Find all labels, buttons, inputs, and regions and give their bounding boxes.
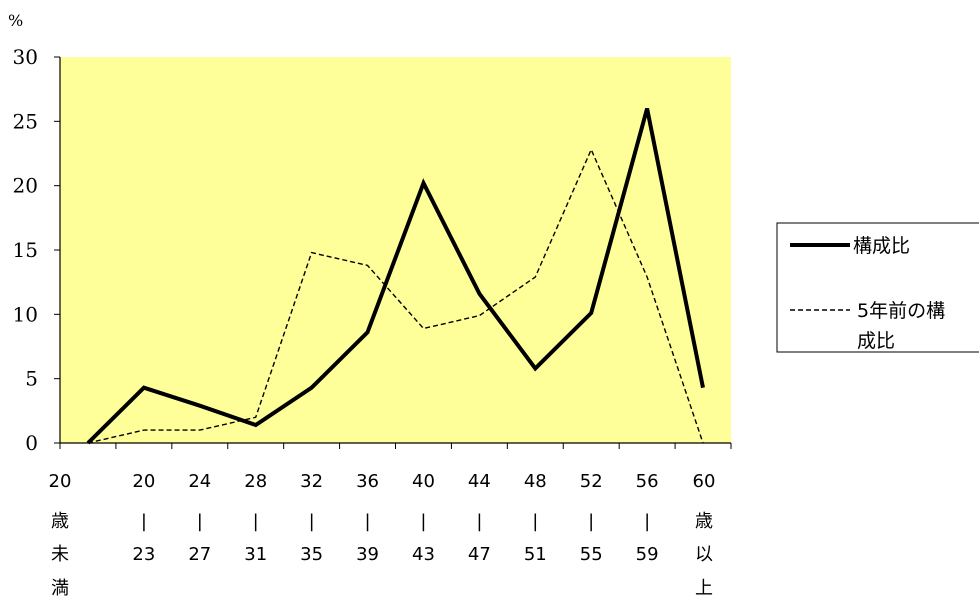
x-category-label: 歳 [695, 511, 713, 532]
x-category-label: 51 [524, 544, 547, 565]
legend-label-5yrs-ago-cont: 成比 [857, 330, 895, 352]
x-category-label: 32 [300, 471, 323, 492]
x-category-label: | [365, 511, 371, 532]
x-category-label: 未 [51, 544, 69, 565]
x-category-label: | [420, 511, 426, 532]
x-category-label: 47 [468, 544, 491, 565]
x-category-label: | [644, 511, 650, 532]
x-category-label: | [532, 511, 538, 532]
series-lines [86, 107, 705, 445]
x-category-label: 23 [132, 544, 155, 565]
x-category-label: 60 [693, 471, 716, 492]
legend-label-current: 構成比 [853, 235, 910, 257]
y-tick-label: 30 [13, 45, 38, 69]
x-category-label: 28 [244, 471, 267, 492]
plot-area [60, 57, 731, 443]
x-category-label: 56 [636, 471, 659, 492]
x-category-label: 52 [580, 471, 603, 492]
x-category-label: 20 [49, 471, 72, 492]
x-category-label: 20 [132, 471, 155, 492]
x-category-label: 歳 [51, 511, 69, 532]
x-category-label: 35 [300, 544, 323, 565]
x-category-label: 40 [412, 471, 435, 492]
x-category-label: 27 [188, 544, 211, 565]
y-tick-label: 5 [25, 367, 38, 391]
x-category-label: 36 [356, 471, 379, 492]
x-category-label: 24 [188, 471, 211, 492]
x-category-label: | [197, 511, 203, 532]
x-category-label: 55 [580, 544, 603, 565]
axis-labels: 20歳未満20|2324|2728|3132|3536|3940|4344|47… [49, 471, 716, 599]
x-category-label: | [141, 511, 147, 532]
y-tick-label: 20 [13, 174, 38, 198]
x-category-label: | [588, 511, 594, 532]
x-category-label: 44 [468, 471, 491, 492]
x-category-label: 31 [244, 544, 267, 565]
axes: 0 5 10 15 20 25 30% [8, 11, 732, 455]
y-unit-label: % [8, 11, 23, 30]
x-category-label: | [309, 511, 315, 532]
series-line-5yrs-ago [87, 147, 704, 444]
x-category-label: 満 [51, 578, 69, 599]
x-category-label: 上 [695, 578, 713, 599]
x-category-label: | [476, 511, 482, 532]
x-category-label: | [253, 511, 259, 532]
y-tick-label: 0 [25, 431, 38, 455]
y-tick-label: 25 [13, 109, 38, 133]
series-line-current [86, 107, 705, 445]
x-category-label: 以 [695, 544, 713, 565]
y-tick-label: 10 [13, 302, 38, 326]
x-category-label: 59 [636, 544, 659, 565]
legend-label-5yrs-ago: 5年前の構 [857, 300, 945, 322]
x-category-label: 43 [412, 544, 435, 565]
y-tick-label: 15 [13, 238, 38, 262]
x-category-label: 39 [356, 544, 379, 565]
x-category-label: 48 [524, 471, 547, 492]
